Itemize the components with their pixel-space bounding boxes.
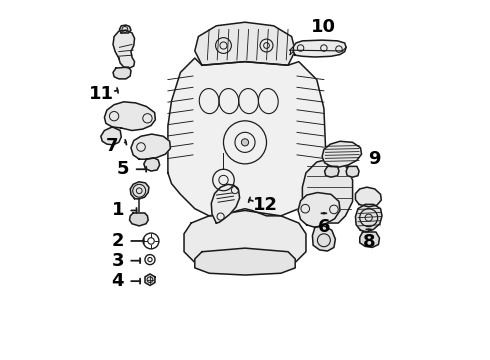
Polygon shape	[211, 184, 240, 223]
Text: 3: 3	[111, 252, 124, 270]
Text: 12: 12	[253, 196, 278, 214]
Text: 7: 7	[105, 137, 118, 155]
Circle shape	[242, 139, 248, 146]
Polygon shape	[346, 166, 359, 177]
Polygon shape	[104, 102, 155, 131]
Polygon shape	[113, 67, 131, 79]
Polygon shape	[120, 25, 131, 33]
Polygon shape	[298, 193, 340, 227]
Text: 5: 5	[117, 160, 129, 178]
Text: 8: 8	[363, 233, 375, 251]
Polygon shape	[355, 204, 382, 232]
Polygon shape	[355, 187, 381, 207]
Text: 6: 6	[318, 218, 330, 236]
Polygon shape	[130, 182, 149, 199]
Polygon shape	[168, 58, 326, 216]
Polygon shape	[195, 22, 295, 65]
Polygon shape	[101, 127, 122, 145]
Polygon shape	[313, 226, 335, 251]
Polygon shape	[131, 134, 171, 159]
Polygon shape	[113, 30, 135, 68]
Polygon shape	[144, 158, 160, 171]
Polygon shape	[129, 213, 148, 226]
Text: 10: 10	[311, 18, 337, 36]
Text: 2: 2	[111, 232, 124, 250]
Polygon shape	[324, 166, 339, 177]
Polygon shape	[360, 232, 379, 247]
Text: 4: 4	[111, 272, 124, 290]
Polygon shape	[195, 248, 295, 275]
Polygon shape	[322, 141, 362, 167]
Text: 1: 1	[111, 202, 124, 220]
Polygon shape	[302, 158, 353, 223]
Polygon shape	[184, 211, 306, 270]
Polygon shape	[294, 40, 346, 57]
Polygon shape	[145, 274, 155, 285]
Text: 11: 11	[89, 85, 114, 103]
Text: 9: 9	[368, 150, 381, 168]
